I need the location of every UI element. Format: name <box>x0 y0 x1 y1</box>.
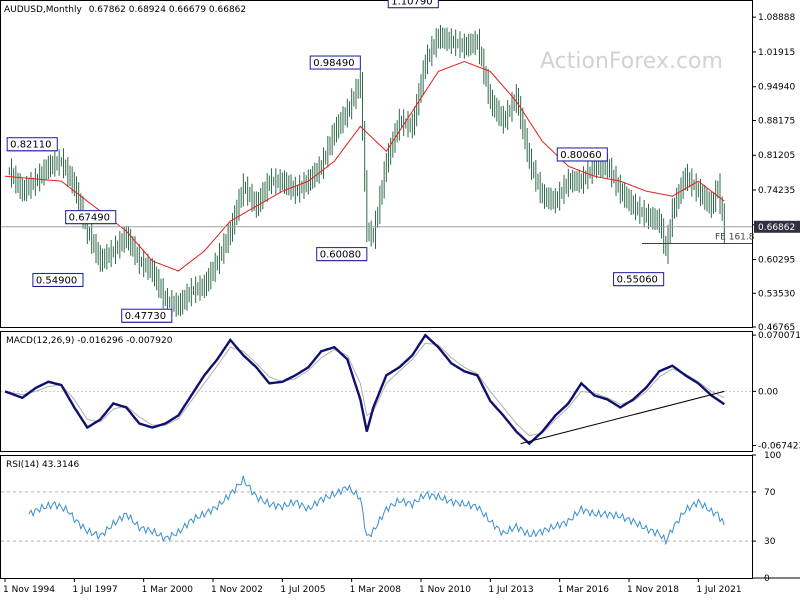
time-tick-label: 1 Jul 1997 <box>72 585 117 595</box>
current-price-label: 0.66862 <box>758 223 795 233</box>
time-tick-label: 1 Mar 2016 <box>558 585 610 595</box>
time-tick-label: 1 Jul 2021 <box>696 585 741 595</box>
annotation-box <box>387 0 439 9</box>
time-tick-label: 1 Jul 2013 <box>488 585 533 595</box>
fe-level-label: FE 161.8 <box>715 233 755 243</box>
rsi-tick-label: 70 <box>764 488 776 498</box>
annotation-box <box>121 308 173 323</box>
price-tick-label: 0.46765 <box>758 323 795 333</box>
rsi-tick-label: 30 <box>764 537 776 547</box>
annotation-label: 1.10790 <box>391 0 432 8</box>
annotation-label: 0.60080 <box>320 250 361 261</box>
time-tick-label: 1 Nov 2018 <box>627 585 679 595</box>
price-tick-label: 1.08888 <box>758 13 795 23</box>
price-tick-label: 0.53530 <box>758 289 795 299</box>
rsi-line <box>28 475 725 546</box>
price-tick-label: 0.60295 <box>758 256 795 266</box>
price-tick-label: 0.88175 <box>758 116 795 126</box>
price-tick-label: 0.74235 <box>758 186 795 196</box>
annotation-label: 0.67490 <box>69 213 110 224</box>
macd-line <box>4 333 725 446</box>
price-tick-label: 1.01915 <box>758 48 795 58</box>
annotation-label: 0.82110 <box>10 140 51 151</box>
time-tick-label: 1 Nov 1994 <box>3 585 55 595</box>
time-tick-label: 1 Jul 2005 <box>280 585 325 595</box>
annotation-label: 0.54900 <box>36 275 77 286</box>
rsi-header: RSI(14) 43.3146 <box>6 460 79 470</box>
chart-title: AUDUSD,Monthly 0.67862 0.68924 0.66679 0… <box>4 5 246 15</box>
annotation-label: 0.80060 <box>560 150 601 161</box>
annotation-label: 0.47730 <box>125 311 166 322</box>
rsi-tick-label: 100 <box>764 451 781 461</box>
symbol-title: AUDUSD,Monthly <box>4 5 82 15</box>
macd-trendline <box>520 390 725 445</box>
moving-average-line <box>4 60 725 272</box>
annotation-box <box>309 55 361 70</box>
time-tick-label: 1 Nov 2010 <box>419 585 471 595</box>
annotation-label: 0.98490 <box>313 58 354 69</box>
macd-tick-label: -0.067423 <box>758 442 800 452</box>
annotation-box <box>316 247 368 262</box>
time-tick-label: 1 Nov 2002 <box>211 585 263 595</box>
watermark: ActionForex.com <box>540 49 723 74</box>
time-tick-label: 1 Mar 2008 <box>350 585 402 595</box>
rsi-tick-label: 0 <box>764 574 770 584</box>
macd-tick-label: 0.070071 <box>758 331 800 341</box>
macd-tick-label: 0.00 <box>758 387 778 397</box>
annotation-box <box>32 272 84 287</box>
annotation-box <box>613 272 665 287</box>
annotation-label: 0.55060 <box>617 275 658 286</box>
annotation-box <box>556 147 608 162</box>
rsi-panel <box>0 455 753 579</box>
annotation-box <box>65 210 117 225</box>
time-tick-label: 1 Mar 2000 <box>142 585 194 595</box>
current-price-box <box>754 220 800 233</box>
annotation-box <box>6 137 58 152</box>
price-tick-label: 0.94940 <box>758 83 795 93</box>
macd-header: MACD(12,26,9) -0.016296 -0.007920 <box>6 336 173 346</box>
ohlc-values: 0.67862 0.68924 0.66679 0.66862 <box>89 5 246 15</box>
price-tick-label: 0.81205 <box>758 151 795 161</box>
